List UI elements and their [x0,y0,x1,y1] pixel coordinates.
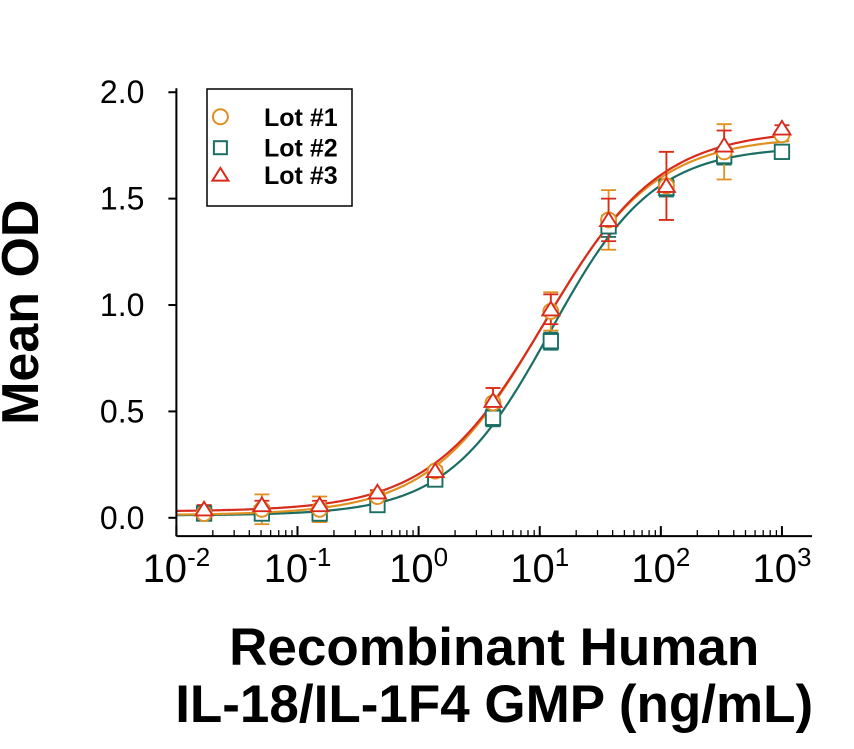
svg-text:0.5: 0.5 [100,393,144,429]
svg-text:Mean OD: Mean OD [0,200,50,425]
svg-text:Recombinant Human: Recombinant Human [229,618,759,677]
svg-text:2.0: 2.0 [100,74,144,110]
svg-text:Lot #3: Lot #3 [264,162,338,190]
svg-text:1.0: 1.0 [100,287,144,323]
svg-text:1.5: 1.5 [100,181,144,217]
svg-text:Lot #1: Lot #1 [264,104,338,132]
svg-text:IL-18/IL-1F4 GMP (ng/mL): IL-18/IL-1F4 GMP (ng/mL) [175,675,813,734]
svg-text:0.0: 0.0 [100,500,144,536]
svg-text:Lot #2: Lot #2 [264,135,338,163]
